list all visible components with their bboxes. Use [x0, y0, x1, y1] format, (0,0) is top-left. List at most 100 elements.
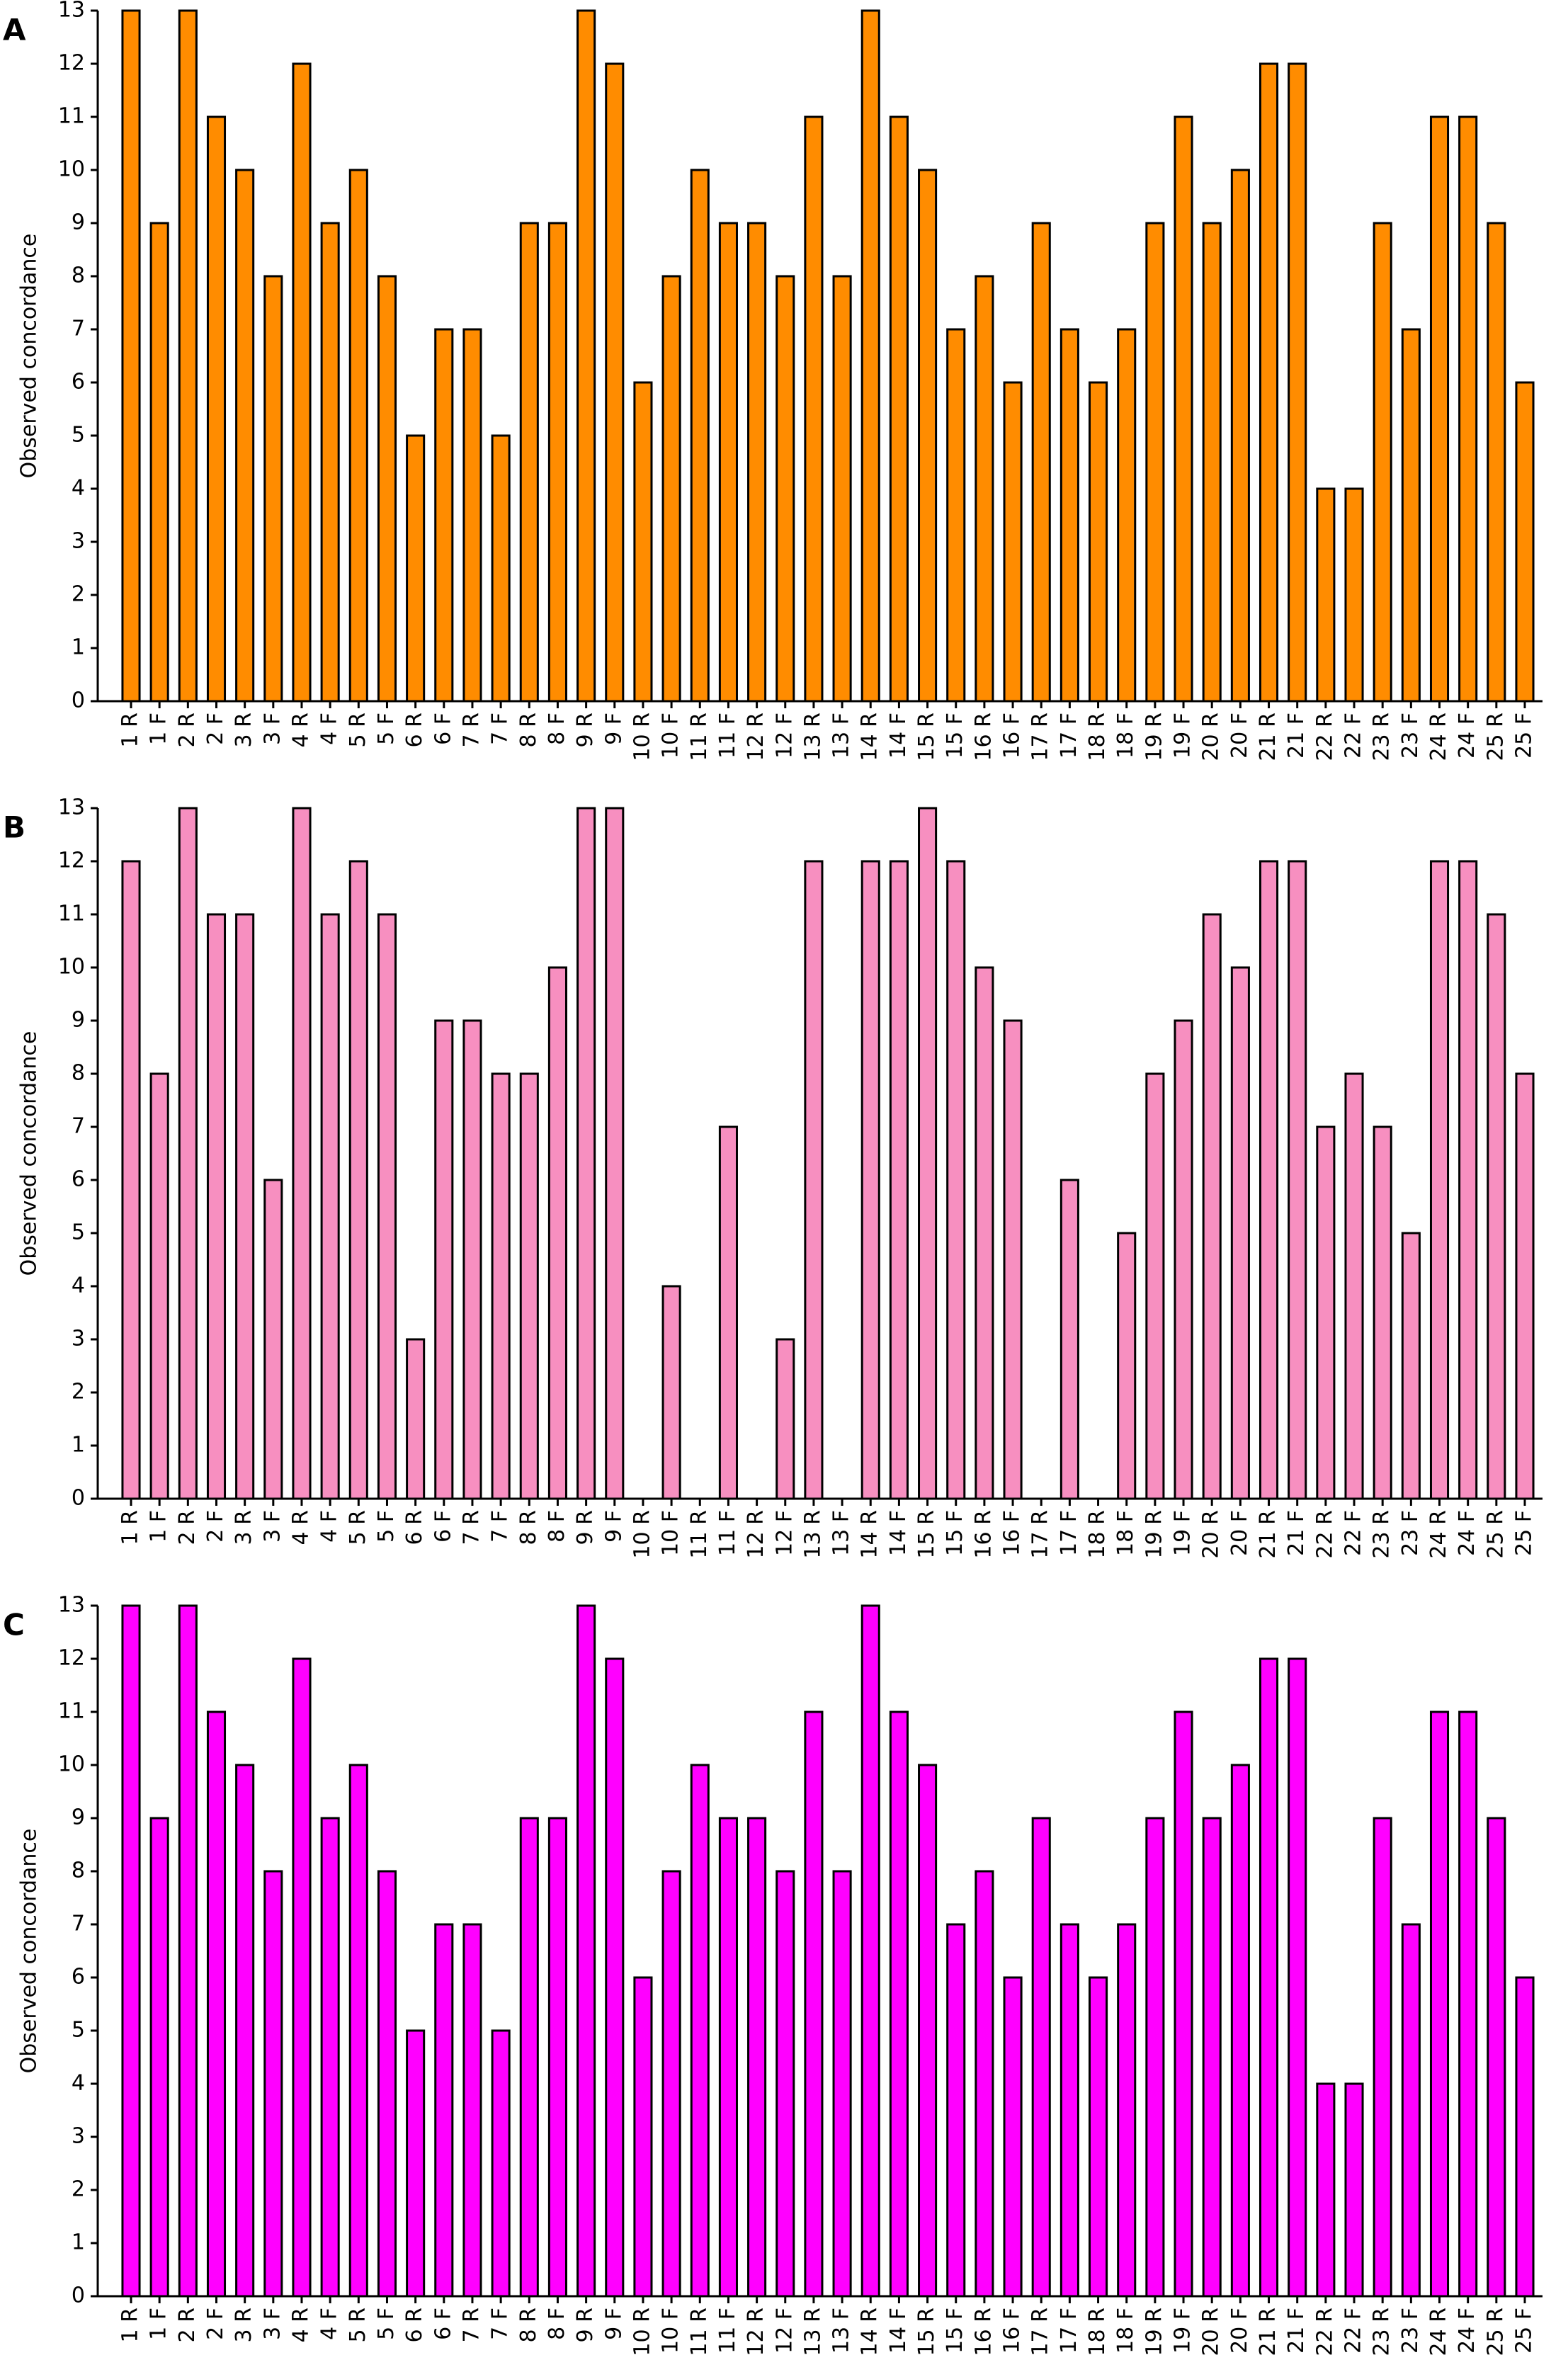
y-tick-label: 1	[72, 1433, 85, 1458]
panel-label: A	[3, 13, 26, 47]
x-tick-label: 12 F	[772, 2308, 797, 2354]
y-tick-label: 13	[58, 1593, 85, 1618]
x-tick-label: 15 F	[943, 713, 967, 759]
bar	[918, 807, 938, 1500]
bar	[292, 807, 312, 1500]
bar	[605, 62, 625, 703]
x-tick-label: 21 F	[1284, 713, 1309, 759]
x-tick-label: 22 R	[1312, 1510, 1337, 1559]
bar	[1515, 1976, 1535, 2298]
x-tick-label: 6 R	[402, 713, 427, 747]
y-tick-label: 1	[72, 2230, 85, 2255]
x-tick-label: 18 R	[1085, 1510, 1110, 1559]
bar	[918, 169, 938, 703]
x-tick-label: 21 F	[1284, 2308, 1309, 2354]
x-tick-label: 12 R	[744, 2308, 768, 2356]
bar	[1059, 1923, 1079, 2298]
x-tick-label: 20 R	[1199, 713, 1224, 761]
bar	[832, 275, 852, 703]
y-tick-label: 6	[72, 1965, 85, 1990]
bar	[1515, 381, 1535, 703]
x-tick-label: 17 R	[1028, 1510, 1053, 1559]
bar	[206, 1710, 227, 2298]
x-tick-label: 18 R	[1085, 2308, 1110, 2356]
y-axis-label: Observed concordance	[17, 1829, 42, 2074]
x-tick-label: 10 F	[659, 1510, 683, 1556]
bar	[1145, 222, 1165, 703]
bar	[776, 275, 795, 703]
bar	[263, 1870, 283, 2298]
x-tick-label: 16 F	[1000, 2308, 1025, 2354]
y-tick-label: 2	[72, 2177, 85, 2202]
x-tick-label: 11 F	[715, 713, 740, 759]
bar	[1344, 487, 1364, 703]
bar	[860, 9, 880, 703]
y-axis-label: Observed concordance	[17, 1031, 42, 1276]
bar	[1401, 328, 1421, 703]
x-tick-label: 17 F	[1057, 1510, 1081, 1556]
bar	[1117, 1923, 1137, 2298]
bar	[718, 1125, 738, 1500]
x-tick-label: 24 R	[1426, 2308, 1451, 2356]
x-tick-label: 23 R	[1370, 2308, 1394, 2356]
x-tick-label: 8 R	[516, 713, 541, 747]
bar	[121, 1604, 141, 2298]
x-tick-label: 19 F	[1171, 2308, 1195, 2354]
x-tick-label: 13 R	[800, 1510, 825, 1559]
x-tick-label: 6 F	[431, 713, 455, 745]
bar	[804, 860, 824, 1500]
bar	[235, 913, 255, 1500]
bar	[1515, 1072, 1535, 1500]
x-tick-label: 7 F	[488, 1510, 513, 1543]
panel-label: B	[3, 810, 25, 845]
x-tick-label: 7 R	[459, 713, 484, 747]
x-tick-label: 16 R	[971, 713, 996, 761]
x-tick-label: 4 F	[317, 1510, 342, 1543]
x-tick-label: 8 R	[516, 1510, 541, 1545]
panel-label: C	[3, 1608, 25, 1642]
y-tick-label: 11	[58, 902, 85, 926]
x-tick-label: 12 R	[744, 713, 768, 761]
x-tick-label: 23 F	[1398, 1510, 1423, 1556]
bar	[121, 9, 141, 703]
bar	[1487, 222, 1506, 703]
x-tick-label: 9 R	[573, 713, 598, 747]
bar	[832, 1870, 852, 2298]
y-tick-label: 6	[72, 1167, 85, 1192]
y-tick-label: 0	[72, 2283, 85, 2308]
x-tick-label: 1 R	[118, 713, 143, 747]
x-tick-label: 19 F	[1171, 713, 1195, 759]
x-tick-label: 25 F	[1512, 1510, 1537, 1556]
bar	[1089, 1976, 1108, 2298]
x-tick-label: 1 F	[147, 1510, 171, 1543]
bar	[348, 1764, 368, 2298]
x-tick-label: 7 R	[459, 2308, 484, 2342]
x-tick-label: 2 R	[175, 1510, 200, 1545]
x-tick-label: 19 R	[1142, 713, 1166, 761]
bar	[1458, 115, 1478, 703]
x-tick-label: 3 R	[232, 1510, 256, 1545]
x-tick-label: 16 R	[971, 2308, 996, 2356]
bar	[661, 275, 681, 703]
bar	[149, 1817, 169, 2298]
x-tick-label: 25 R	[1483, 1510, 1508, 1559]
bar	[804, 115, 824, 703]
y-tick-label: 12	[58, 51, 85, 76]
x-tick-label: 3 R	[232, 713, 256, 747]
bar	[1145, 1072, 1165, 1500]
x-tick-label: 13 R	[800, 2308, 825, 2356]
bar	[1316, 2082, 1336, 2298]
bar	[519, 1817, 539, 2298]
x-tick-label: 10 R	[630, 1510, 654, 1559]
bar	[1344, 2082, 1364, 2298]
bar	[918, 1764, 938, 2298]
x-tick-label: 25 R	[1483, 713, 1508, 761]
y-tick-label: 3	[72, 529, 85, 554]
bar	[434, 1019, 454, 1500]
bar	[1003, 381, 1023, 703]
bar	[1031, 1817, 1051, 2298]
x-tick-label: 2 R	[175, 2308, 200, 2342]
bar	[434, 1923, 454, 2298]
y-tick-label: 8	[72, 263, 85, 288]
x-tick-label: 9 F	[601, 2308, 626, 2340]
